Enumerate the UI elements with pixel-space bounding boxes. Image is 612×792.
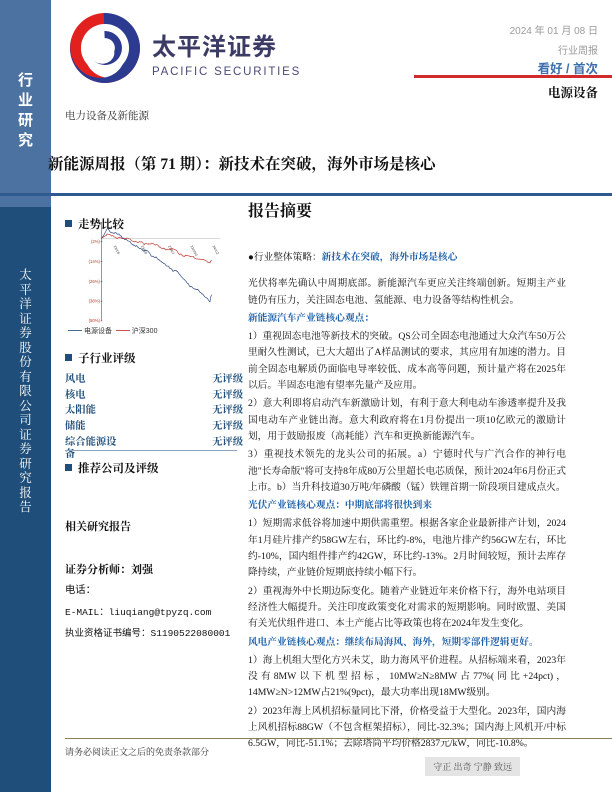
svg-text:23/8/7: 23/8/7 — [167, 245, 175, 255]
svg-text:(14%): (14%) — [89, 259, 101, 264]
svg-text:23/1/6: 23/1/6 — [113, 245, 121, 255]
svg-text:10%: 10% — [91, 222, 100, 225]
svg-text:23/4/6: 23/4/6 — [140, 245, 148, 255]
svg-text:(26%): (26%) — [89, 279, 101, 284]
svg-text:23/10/2: 23/10/2 — [189, 245, 198, 257]
svg-text:(50%): (50%) — [89, 318, 101, 323]
svg-text:(2%): (2%) — [91, 239, 101, 244]
svg-text:(38%): (38%) — [89, 299, 101, 304]
svg-text:24/1/2: 24/1/2 — [212, 245, 220, 255]
